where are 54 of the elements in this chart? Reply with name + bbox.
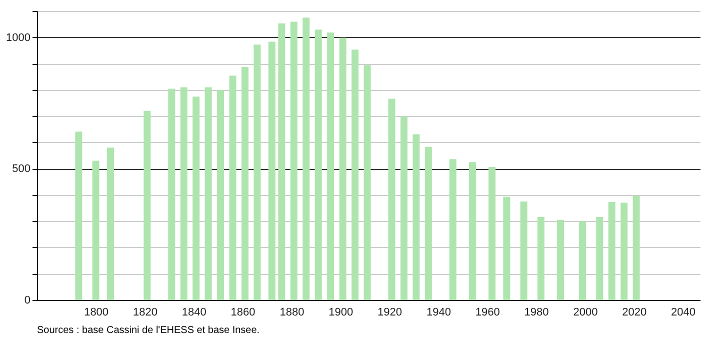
source-note: Sources : base Cassini de l'EHESS et base Insee. [37, 325, 260, 336]
bar [468, 162, 476, 300]
bar [339, 38, 346, 300]
bar [537, 216, 544, 300]
x-tick-label: 1940 [426, 306, 451, 318]
x-tick-label: 1960 [475, 306, 500, 318]
bar [608, 202, 616, 300]
bar [632, 196, 640, 300]
bar [192, 96, 200, 300]
bar [229, 76, 236, 300]
x-tick-label: 1920 [378, 306, 402, 318]
bar [168, 88, 176, 300]
bar [314, 30, 322, 300]
x-tick-label: 1900 [328, 306, 354, 318]
bar [424, 146, 432, 300]
bar [579, 221, 586, 300]
bar [620, 202, 628, 300]
bar [75, 132, 82, 300]
bar [503, 196, 510, 300]
x-tick-label: 2020 [622, 306, 647, 318]
y-tick-label: 1000 [6, 32, 30, 44]
bar [327, 32, 334, 300]
bar [278, 23, 286, 300]
bar [364, 65, 371, 300]
bar [556, 220, 564, 300]
bar [217, 90, 224, 300]
bar [488, 167, 496, 300]
bar [180, 87, 188, 300]
bar [449, 159, 456, 300]
x-tick-label: 1880 [280, 306, 304, 318]
bar [254, 44, 261, 300]
x-tick-label: 1800 [84, 306, 109, 318]
bar [268, 42, 276, 300]
x-tick-label: 2040 [671, 306, 696, 318]
bar [241, 66, 248, 300]
bar [92, 160, 100, 300]
bar [520, 201, 528, 300]
y-tick-label: 500 [12, 163, 30, 176]
bar [106, 148, 114, 300]
bar [352, 50, 359, 300]
y-tick-label: 0 [24, 294, 30, 306]
bar [290, 22, 298, 300]
x-tick-label: 1820 [132, 306, 158, 318]
bar [204, 87, 212, 300]
x-tick-label: 1840 [182, 306, 206, 318]
bar [388, 98, 396, 300]
x-tick-label: 1980 [524, 306, 549, 318]
x-tick-label: 2000 [573, 306, 598, 318]
bar [144, 110, 151, 300]
x-tick-label: 1860 [230, 306, 256, 318]
bar [302, 18, 310, 300]
bar [400, 116, 408, 300]
bar [412, 134, 420, 300]
bar [596, 216, 604, 300]
